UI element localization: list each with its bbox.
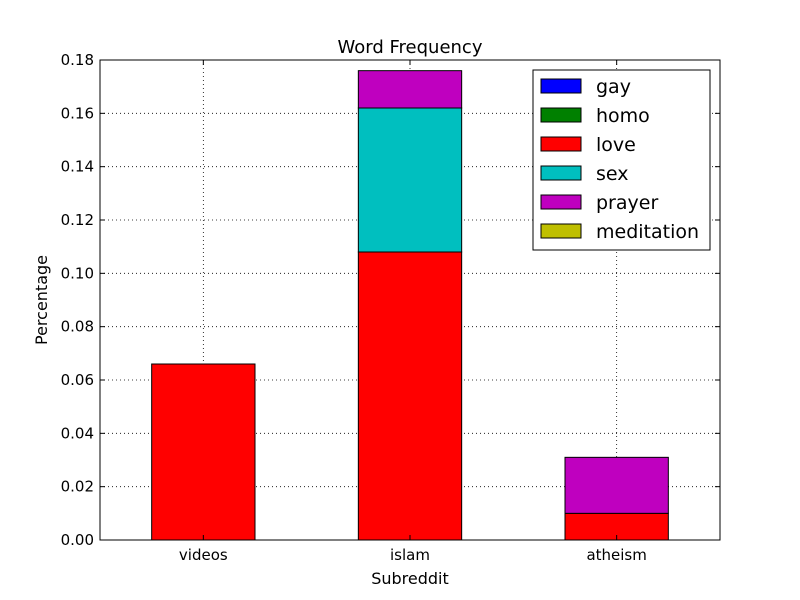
legend-swatch-gay: [541, 79, 581, 93]
y-tick-label: 0.18: [61, 51, 94, 69]
y-tick-label: 0.06: [61, 371, 94, 389]
legend-swatch-prayer: [541, 195, 581, 209]
legend: gay homo love sex prayer meditation: [533, 70, 710, 250]
legend-label-gay: gay: [596, 76, 631, 98]
bar-prayer-islam: [358, 71, 461, 108]
y-tick-label: 0.14: [61, 158, 94, 176]
legend-label-prayer: prayer: [596, 192, 658, 214]
legend-label-homo: homo: [596, 105, 650, 127]
y-tick-label: 0.02: [61, 478, 94, 496]
bar-prayer-atheism: [565, 457, 668, 513]
legend-swatch-meditation: [541, 224, 581, 238]
bar-sex-islam: [358, 108, 461, 252]
y-tick-label: 0.12: [61, 211, 94, 229]
legend-swatch-love: [541, 137, 581, 151]
legend-swatch-sex: [541, 166, 581, 180]
y-tick-label: 0.10: [61, 264, 94, 282]
x-tick-label: atheism: [586, 546, 646, 564]
chart-title: Word Frequency: [338, 37, 483, 58]
legend-label-sex: sex: [596, 163, 629, 185]
bar-love-islam: [358, 252, 461, 540]
legend-label-love: love: [596, 134, 636, 156]
x-tick-label: islam: [390, 546, 430, 564]
y-tick-label: 0.08: [61, 318, 94, 336]
y-axis-label: Percentage: [32, 255, 51, 345]
y-tick-label: 0.04: [61, 424, 94, 442]
bar-love-videos: [152, 364, 255, 540]
x-axis-label: Subreddit: [371, 569, 449, 588]
legend-swatch-homo: [541, 108, 581, 122]
y-tick-label: 0.00: [61, 531, 94, 549]
y-tick-label: 0.16: [61, 104, 94, 122]
legend-label-meditation: meditation: [596, 221, 699, 243]
x-tick-label: videos: [179, 546, 228, 564]
